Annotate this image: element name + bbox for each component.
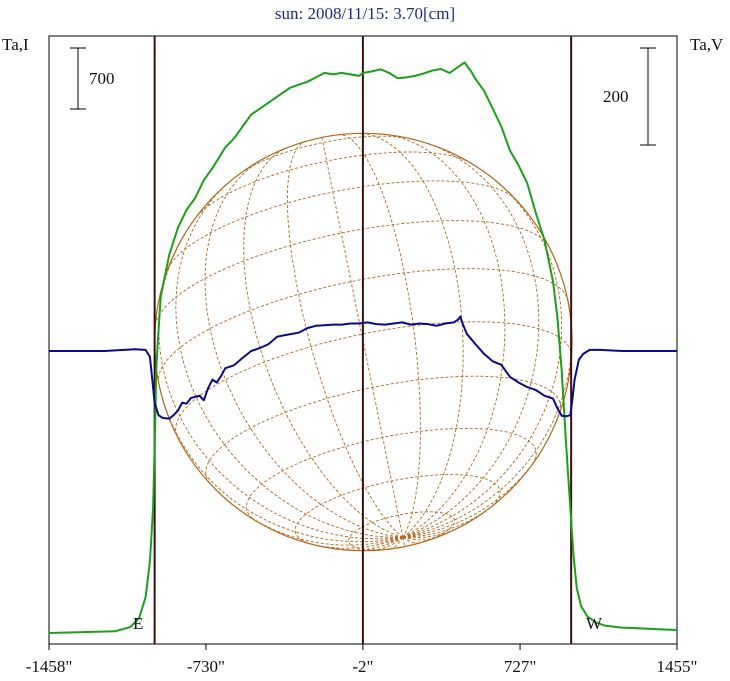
right-scale-bar (640, 47, 656, 146)
longitude-line (351, 536, 404, 551)
right-scale-label: 200 (603, 87, 629, 106)
longitude-line (359, 132, 464, 538)
latitude-line (196, 151, 468, 217)
latitude-line (175, 321, 572, 436)
x-tick-label: -1458" (26, 657, 73, 676)
longitude-line (402, 300, 573, 538)
left-scale-label: 700 (89, 69, 115, 88)
x-axis-ticks: -1458" -730" -2" 727" 1455" (26, 644, 698, 676)
stokes-i-series-line (48, 61, 678, 634)
right-axis-label: Ta,V (690, 35, 724, 54)
x-tick-label: 727" (504, 657, 536, 676)
longitude-line (175, 180, 403, 538)
longitude-line (245, 513, 404, 546)
x-tick-label: -2" (352, 657, 373, 676)
x-tick-label: -730" (187, 657, 225, 676)
chart-title: sun: 2008/11/15: 3.70[cm] (275, 4, 455, 23)
west-limb-label: W (586, 614, 603, 633)
east-limb-label: E (133, 614, 143, 633)
stokes-v-series-line (49, 315, 677, 420)
longitude-line (402, 454, 540, 538)
x-tick-label: 1455" (657, 657, 698, 676)
latitude-line (205, 375, 562, 484)
longitude-line (402, 508, 490, 538)
longitude-line (382, 133, 506, 538)
longitude-line (402, 175, 563, 538)
limb-lines (153, 36, 573, 644)
longitude-line (372, 537, 404, 551)
longitude-line (243, 147, 404, 538)
longitude-line (286, 140, 404, 538)
longitude-line (338, 134, 421, 538)
left-axis-label: Ta,I (2, 35, 29, 54)
longitude-line (402, 141, 540, 538)
longitude-line (312, 536, 404, 549)
series-layer (48, 61, 678, 634)
longitude-line (158, 237, 403, 540)
longitude-line (158, 383, 403, 543)
longitude-line (204, 157, 403, 538)
longitude-line (402, 528, 456, 539)
left-scale-bar (70, 47, 86, 110)
longitude-line (402, 537, 406, 547)
longitude-line (402, 536, 437, 541)
